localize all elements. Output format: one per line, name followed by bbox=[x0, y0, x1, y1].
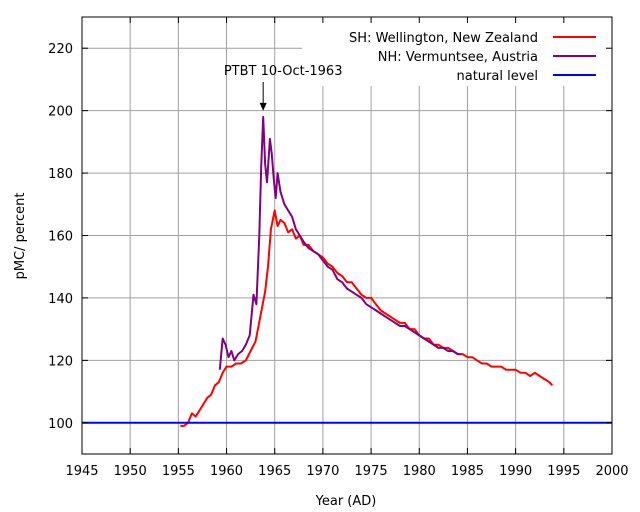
y-tick-label-2: 140 bbox=[48, 292, 73, 307]
legend: SH: Wellington, New Zealand NH: Vermuntse… bbox=[349, 31, 596, 84]
y-tick-label-5: 200 bbox=[48, 105, 73, 120]
series-line-1 bbox=[218, 115, 461, 370]
legend-label-0: SH: Wellington, New Zealand bbox=[349, 31, 538, 46]
y-tick-label-3: 160 bbox=[48, 230, 73, 245]
y-tick-label-6: 220 bbox=[48, 42, 73, 57]
y-tick-label-4: 180 bbox=[48, 167, 73, 182]
x-tick-label-11: 2000 bbox=[595, 464, 628, 479]
x-tick-label-2: 1955 bbox=[162, 464, 195, 479]
series-layer bbox=[82, 115, 612, 427]
x-tick-label-7: 1980 bbox=[403, 464, 436, 479]
x-axis-label: Year (AD) bbox=[315, 494, 377, 509]
x-tick-label-3: 1960 bbox=[210, 464, 243, 479]
annotation-arrowhead bbox=[259, 102, 267, 111]
annotation-label: PTBT 10-Oct-1963 bbox=[224, 64, 343, 79]
x-tick-label-0: 1945 bbox=[65, 464, 98, 479]
tick-labels: 1945 1950 1955 1960 1965 1970 1975 1980 1985 1990… bbox=[48, 42, 628, 479]
x-tick-label-1: 1950 bbox=[114, 464, 147, 479]
x-tick-label-5: 1970 bbox=[306, 464, 339, 479]
x-tick-label-8: 1985 bbox=[451, 464, 484, 479]
x-tick-label-10: 1995 bbox=[547, 464, 580, 479]
x-tick-label-4: 1965 bbox=[258, 464, 291, 479]
legend-label-2: natural level bbox=[456, 69, 538, 84]
y-tick-label-0: 100 bbox=[48, 417, 73, 432]
legend-label-1: NH: Vermuntsee, Austria bbox=[378, 50, 538, 65]
y-axis-label: pMC/ percent bbox=[13, 193, 28, 280]
series-line-0 bbox=[180, 209, 554, 427]
x-tick-label-9: 1990 bbox=[499, 464, 532, 479]
axes bbox=[81, 16, 613, 455]
x-tick-label-6: 1975 bbox=[355, 464, 388, 479]
annotation: PTBT 10-Oct-1963 bbox=[224, 64, 343, 111]
y-tick-label-1: 120 bbox=[48, 354, 73, 369]
